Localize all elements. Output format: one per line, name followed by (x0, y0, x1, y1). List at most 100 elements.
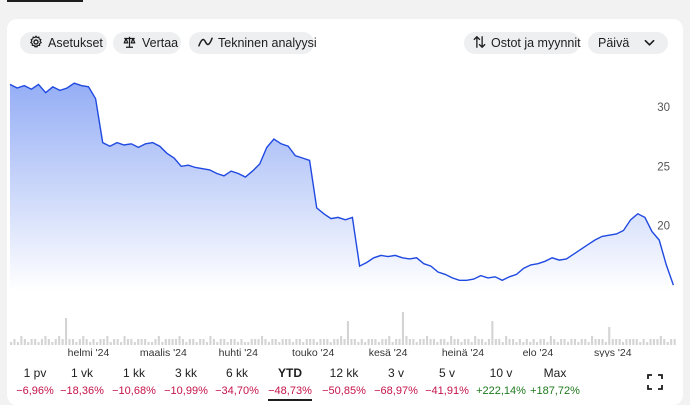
volume-bar (291, 342, 294, 345)
volume-bar (580, 339, 583, 345)
volume-bar (298, 339, 301, 345)
volume-bar (23, 339, 26, 345)
period-label: YTD (278, 366, 302, 380)
interval-select[interactable]: Päivä (588, 32, 668, 54)
volume-bar (106, 336, 109, 345)
volume-bar (635, 339, 638, 345)
period-option[interactable]: YTD −48,73% (262, 365, 318, 401)
period-option[interactable]: 1 kk −10,68% (106, 365, 162, 398)
settings-label: Asetukset (48, 36, 103, 50)
period-option[interactable]: 1 vk −18,36% (54, 365, 110, 398)
period-label: 12 kk (329, 366, 359, 380)
price-area-fill (10, 83, 674, 291)
volume-bar (632, 339, 635, 345)
volume-bar (257, 339, 260, 345)
period-change: +187,72% (530, 385, 580, 397)
period-change: −6,96% (16, 385, 54, 397)
volume-bar (329, 342, 332, 345)
volume-bar (577, 342, 580, 345)
volume-bar (89, 342, 92, 345)
volume-bar (429, 339, 432, 345)
trades-button[interactable]: Ostot ja myynnit (464, 32, 581, 54)
volume-bar (360, 339, 363, 345)
volume-bar (236, 342, 239, 345)
price-chart[interactable]: 30 25 20 helmi '24 maalis '24 huhti '24 touko… (7, 67, 683, 357)
volume-bar (563, 339, 566, 345)
period-change: −48,73% (268, 384, 312, 401)
period-option[interactable]: 5 v −41,91% (419, 365, 475, 398)
volume-bar (494, 339, 497, 345)
volume-bar (316, 342, 319, 345)
volume-bar (601, 339, 604, 345)
volume-bar (401, 312, 404, 345)
volume-bar (16, 342, 19, 345)
volume-bar (195, 342, 198, 345)
y-tick-label: 30 (657, 102, 670, 114)
settings-button[interactable]: Asetukset (20, 32, 107, 54)
period-option[interactable]: Max +187,72% (527, 365, 583, 398)
technical-analysis-button[interactable]: Tekninen analyysi (189, 32, 317, 54)
volume-bar (484, 342, 487, 345)
volume-bar (240, 339, 243, 345)
volume-bar (312, 339, 315, 345)
chart-card: Asetukset Vertaa Tekninen analyysi Ostot… (7, 19, 683, 405)
volume-bar (96, 342, 99, 345)
period-change: −68,97% (374, 385, 418, 397)
period-option[interactable]: 3 kk −10,99% (158, 365, 214, 398)
volume-bar (591, 336, 594, 345)
volume-bar (99, 339, 102, 345)
volume-bar (243, 342, 246, 345)
price-line (9, 82, 675, 286)
period-change: −10,68% (112, 385, 156, 397)
volume-bar (37, 342, 40, 345)
fullscreen-button[interactable] (646, 373, 664, 391)
x-tick-label: heinä '24 (442, 347, 484, 357)
volume-bar (30, 339, 33, 345)
compare-button[interactable]: Vertaa (113, 32, 181, 54)
price-chart-svg: 30 25 20 helmi '24 maalis '24 huhti '24 touko… (9, 82, 676, 357)
volume-bar (415, 342, 418, 345)
volume-bar (371, 339, 374, 345)
period-label: 3 kk (174, 366, 197, 380)
volume-bar (463, 339, 466, 345)
volume-bar (271, 339, 274, 345)
volume-bar (487, 339, 490, 345)
volume-bar (536, 342, 539, 345)
volume-bar (10, 342, 13, 345)
volume-bar (587, 342, 590, 345)
volume-bar (443, 339, 446, 345)
period-label: 1 vk (70, 366, 93, 380)
period-change: −18,36% (60, 385, 104, 397)
volume-bar (82, 336, 85, 345)
compare-label: Vertaa (142, 36, 179, 50)
active-tab-indicator (7, 0, 83, 2)
volume-bar (85, 339, 88, 345)
period-option[interactable]: 12 kk −50,85% (316, 365, 372, 398)
volume-bar (391, 342, 394, 345)
volume-bar (525, 339, 528, 345)
volume-bar (181, 339, 184, 345)
volume-bar (505, 336, 508, 345)
period-option[interactable]: 3 v −68,97% (368, 365, 424, 398)
volume-bar (611, 339, 614, 345)
volume-bar (133, 342, 136, 345)
period-option[interactable]: 6 kk −34,70% (209, 365, 265, 398)
volume-bar (529, 342, 532, 345)
volume-bar (446, 342, 449, 345)
volume-bar (168, 339, 171, 345)
volume-bar (13, 339, 16, 345)
period-label: 1 kk (122, 366, 145, 380)
x-axis: helmi '24 maalis '24 huhti '24 touko '24 kes… (68, 347, 632, 357)
volume-bar (206, 342, 209, 345)
volume-bar (340, 336, 343, 345)
volume-bar (20, 336, 23, 345)
period-option[interactable]: 10 v +222,14% (473, 365, 529, 398)
volume-bar (659, 336, 662, 345)
volume-bar (199, 339, 202, 345)
volume-bar (281, 339, 284, 345)
volume-bar (436, 342, 439, 345)
period-option[interactable]: 1 pv −6,96% (7, 365, 63, 398)
scale-icon (122, 35, 142, 52)
volume-bar (618, 339, 621, 345)
volume-bar (178, 336, 181, 345)
